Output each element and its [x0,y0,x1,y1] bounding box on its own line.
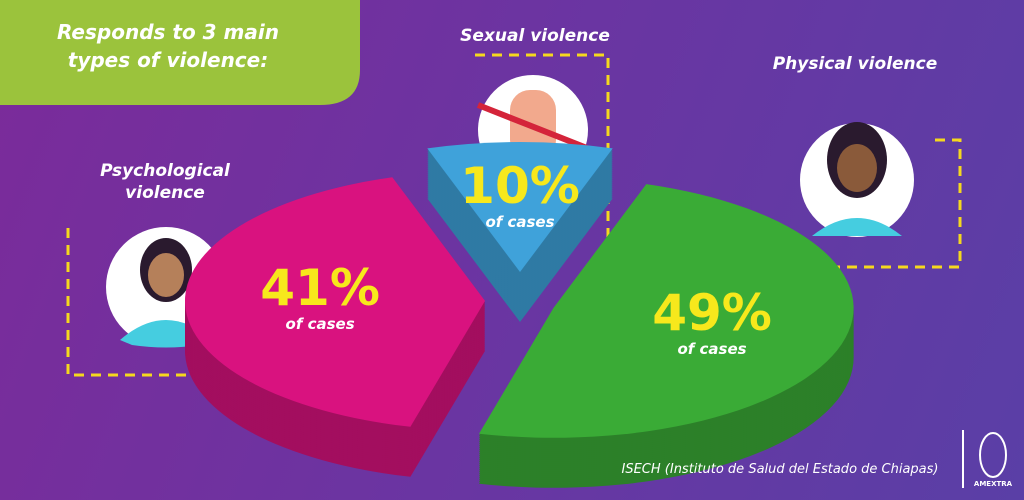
category-label: Psychological violence [100,161,230,203]
icon-physical [800,122,914,237]
value-label: 10% [460,156,580,215]
slice [479,184,854,488]
value-sublabel: of cases [285,315,355,334]
category-label: Sexual violence [460,26,610,46]
value-sublabel: of cases [677,339,747,358]
slice-top [427,142,613,272]
slice-top [479,184,854,438]
value-sublabel: of cases [485,212,555,231]
slice-top [185,177,486,427]
source: ISECH (Instituto de Salud del Estado de … [621,462,939,477]
value-label: 41% [260,259,380,318]
connectors [66,53,962,377]
title-banner [0,0,360,105]
value-label: 49% [652,283,772,342]
category-label: Physical violence [772,54,938,74]
logo-text: AMEXTRA [973,480,1013,488]
title: Responds to 3 main types of violence: [57,20,279,72]
slice [185,177,486,477]
slice [427,142,613,322]
logo-mark [962,430,1007,488]
